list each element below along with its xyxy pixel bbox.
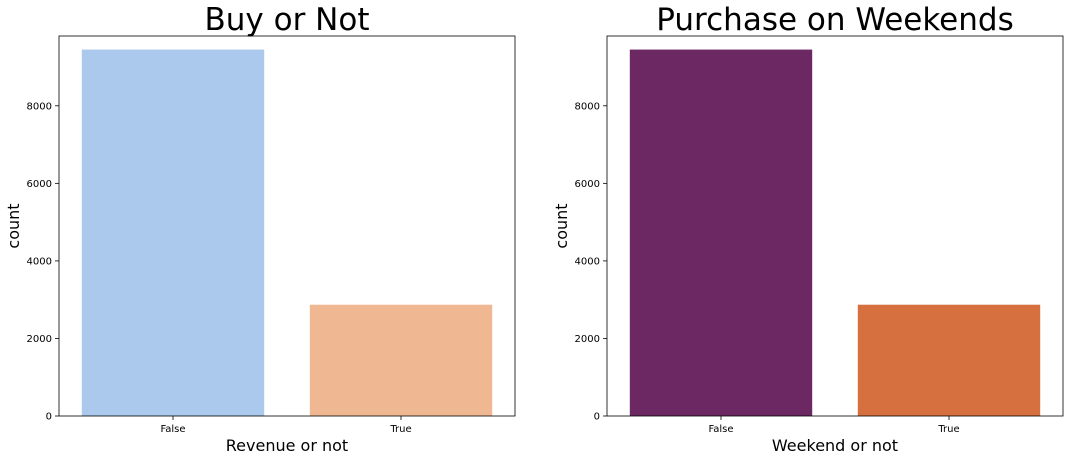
- plot-frame: [606, 35, 1064, 417]
- y-axis-label: count: [4, 203, 23, 248]
- y-tick-label: 6000: [575, 179, 600, 190]
- y-tick-label: 8000: [27, 101, 52, 112]
- chart-panel-2: 0 2000 4000 6000 8000 False True Purchase on We…: [552, 2, 1064, 455]
- chart-title: Purchase on Weekends: [656, 2, 1013, 38]
- chart-title: Buy or Not: [205, 2, 370, 38]
- x-axis-label: Revenue or not: [226, 436, 348, 455]
- plot-frame: [58, 35, 516, 417]
- y-tick-label: 2000: [27, 334, 52, 345]
- x-tick-label: True: [389, 424, 411, 435]
- x-tick-label: True: [937, 424, 959, 435]
- bar-false: [81, 49, 265, 416]
- y-tick-label: 8000: [575, 101, 600, 112]
- y-tick-label: 4000: [575, 256, 600, 267]
- y-tick-label: 6000: [27, 179, 52, 190]
- y-tick-label: 0: [46, 412, 52, 423]
- bar-true: [309, 304, 493, 416]
- y-tick-label: 0: [594, 412, 600, 423]
- y-axis-label: count: [552, 203, 571, 248]
- y-tick-label: 4000: [27, 256, 52, 267]
- x-tick-label: False: [160, 424, 185, 435]
- x-axis-label: Weekend or not: [772, 436, 898, 455]
- bar-false: [629, 49, 813, 416]
- bar-true: [857, 304, 1041, 416]
- x-tick-label: False: [708, 424, 733, 435]
- y-tick-label: 2000: [575, 334, 600, 345]
- chart-panel-1: 0 2000 4000 6000 8000 False True Buy or Not Reve…: [4, 2, 516, 455]
